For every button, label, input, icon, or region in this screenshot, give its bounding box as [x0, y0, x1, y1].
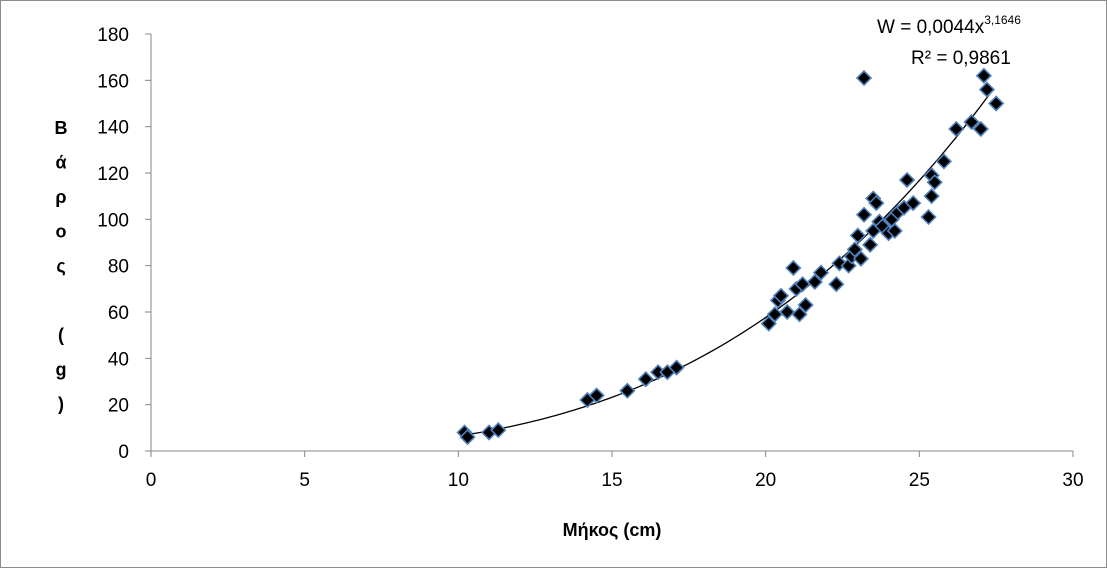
y-tick-label: 100: [97, 210, 129, 231]
y-tick-label: 40: [108, 349, 129, 370]
y-tick-label: 180: [97, 25, 129, 46]
y-axis-title-char: ά: [55, 153, 66, 173]
x-tick-label: 15: [601, 470, 622, 491]
axes: [145, 33, 1074, 457]
data-point: [972, 120, 989, 138]
data-point: [868, 194, 885, 212]
y-axis-title-char: ): [58, 394, 64, 414]
data-point: [935, 153, 953, 170]
data-point: [785, 259, 802, 277]
data-points: [456, 67, 1005, 446]
y-axis-title-char: ς: [56, 256, 65, 276]
trendline-equation: W = 0,0044x3,1646: [877, 13, 1021, 38]
y-tick-label: 80: [108, 257, 129, 278]
data-point: [791, 306, 808, 323]
x-axis-title: Μήκος (cm): [563, 520, 662, 540]
x-tick-labels: 0 5 10 15 20 25 30: [146, 470, 1084, 491]
y-axis-title-char: ο: [56, 222, 67, 242]
data-point: [920, 208, 937, 226]
data-point: [975, 67, 993, 84]
x-tick-label: 0: [146, 470, 157, 491]
data-point: [905, 194, 922, 212]
data-point: [797, 296, 814, 314]
data-point: [948, 120, 965, 138]
data-point: [898, 171, 916, 189]
y-tick-label: 160: [97, 71, 129, 92]
y-tick-label: 120: [97, 164, 129, 185]
data-point: [772, 287, 790, 304]
trendline-equation-base: W = 0,0044x: [877, 17, 985, 38]
trendline-equation-exponent: 3,1646: [984, 13, 1021, 27]
y-axis-title-char: (: [58, 325, 64, 345]
data-point: [806, 273, 823, 291]
y-tick-label: 20: [108, 396, 129, 417]
power-trendline: [467, 89, 994, 436]
y-axis-title-char: ρ: [55, 187, 66, 207]
data-point: [923, 188, 940, 205]
data-point: [812, 264, 830, 281]
y-axis-title-char: Β: [55, 118, 68, 138]
data-point: [828, 276, 845, 293]
data-point: [490, 422, 507, 439]
data-point: [588, 387, 605, 404]
data-point: [760, 315, 777, 332]
data-point: [668, 359, 685, 376]
data-point: [619, 382, 636, 399]
data-point: [849, 227, 866, 244]
y-tick-label: 140: [97, 118, 129, 139]
x-tick-label: 25: [909, 470, 930, 491]
data-point: [926, 174, 943, 191]
y-axis-title-char: g: [56, 360, 67, 380]
data-point: [963, 113, 980, 131]
data-point: [855, 206, 873, 223]
data-point: [978, 81, 996, 98]
x-tick-label: 10: [448, 470, 469, 491]
data-point: [459, 428, 476, 446]
x-tick-label: 5: [299, 470, 310, 491]
data-point: [852, 250, 870, 267]
x-tick-label: 20: [755, 470, 776, 491]
data-point: [779, 303, 796, 321]
y-tick-label: 0: [118, 442, 129, 463]
data-point: [846, 241, 863, 258]
x-tick-label: 30: [1062, 470, 1083, 491]
y-tick-labels: 0 20 40 60 80 100 120 140 160 180: [97, 25, 129, 463]
data-point: [988, 95, 1005, 112]
data-point: [886, 222, 903, 240]
r-squared-label: R² = 0,9861: [911, 48, 1011, 69]
y-tick-label: 60: [108, 303, 129, 324]
data-point: [855, 69, 873, 87]
data-point: [862, 236, 879, 253]
data-point: [637, 371, 654, 388]
